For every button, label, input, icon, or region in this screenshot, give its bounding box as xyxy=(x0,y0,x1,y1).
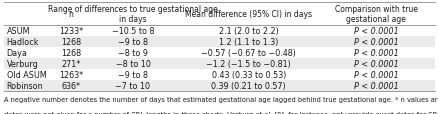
Text: Mean difference (95% CI) in days: Mean difference (95% CI) in days xyxy=(185,10,311,19)
Text: P < 0.0001: P < 0.0001 xyxy=(353,70,398,79)
Text: −10.5 to 8: −10.5 to 8 xyxy=(112,27,154,36)
Text: 271*: 271* xyxy=(61,59,81,68)
Text: −1.2 (−1.5 to −0.81): −1.2 (−1.5 to −0.81) xyxy=(206,59,290,68)
Text: P < 0.0001: P < 0.0001 xyxy=(353,38,398,47)
Text: Comparison with true
gestational age: Comparison with true gestational age xyxy=(334,5,417,24)
Text: Robinson: Robinson xyxy=(7,81,43,90)
Text: ASUM: ASUM xyxy=(7,27,30,36)
Text: Old ASUM: Old ASUM xyxy=(7,70,46,79)
Text: −9 to 8: −9 to 8 xyxy=(118,70,148,79)
Text: 1268: 1268 xyxy=(61,38,81,47)
Bar xyxy=(4,58,434,69)
Text: 0.43 (0.33 to 0.53): 0.43 (0.33 to 0.53) xyxy=(211,70,285,79)
Text: −7 to 10: −7 to 10 xyxy=(115,81,150,90)
Text: Hadlock: Hadlock xyxy=(7,38,39,47)
Text: dates were not given for a number of CRL lengths in these charts. Verburg et al.: dates were not given for a number of CRL… xyxy=(4,111,438,114)
Text: −8 to 9: −8 to 9 xyxy=(118,48,148,57)
Bar xyxy=(4,48,434,58)
Bar xyxy=(4,37,434,48)
Text: P < 0.0001: P < 0.0001 xyxy=(353,27,398,36)
Text: 0.39 (0.21 to 0.57): 0.39 (0.21 to 0.57) xyxy=(211,81,286,90)
Text: P < 0.0001: P < 0.0001 xyxy=(353,48,398,57)
Text: −0.57 (−0.67 to −0.48): −0.57 (−0.67 to −0.48) xyxy=(201,48,296,57)
Text: 636*: 636* xyxy=(61,81,80,90)
Text: 2.1 (2.0 to 2.2): 2.1 (2.0 to 2.2) xyxy=(219,27,278,36)
Text: 1268: 1268 xyxy=(61,48,81,57)
Text: A negative number denotes the number of days that estimated gestational age lagg: A negative number denotes the number of … xyxy=(4,96,438,102)
Text: n: n xyxy=(68,10,73,19)
Bar xyxy=(4,26,434,37)
Text: Daya: Daya xyxy=(7,48,28,57)
Text: Verburg: Verburg xyxy=(7,59,38,68)
Text: P < 0.0001: P < 0.0001 xyxy=(353,59,398,68)
Text: 1263*: 1263* xyxy=(59,70,83,79)
Bar xyxy=(4,80,434,91)
Text: 1.2 (1.1 to 1.3): 1.2 (1.1 to 1.3) xyxy=(219,38,278,47)
Text: P < 0.0001: P < 0.0001 xyxy=(353,81,398,90)
Text: −9 to 8: −9 to 8 xyxy=(118,38,148,47)
Text: 1233*: 1233* xyxy=(59,27,83,36)
Bar xyxy=(4,69,434,80)
Text: Range of differences to true gestational age
in days: Range of differences to true gestational… xyxy=(48,5,217,24)
Text: −8 to 10: −8 to 10 xyxy=(115,59,150,68)
